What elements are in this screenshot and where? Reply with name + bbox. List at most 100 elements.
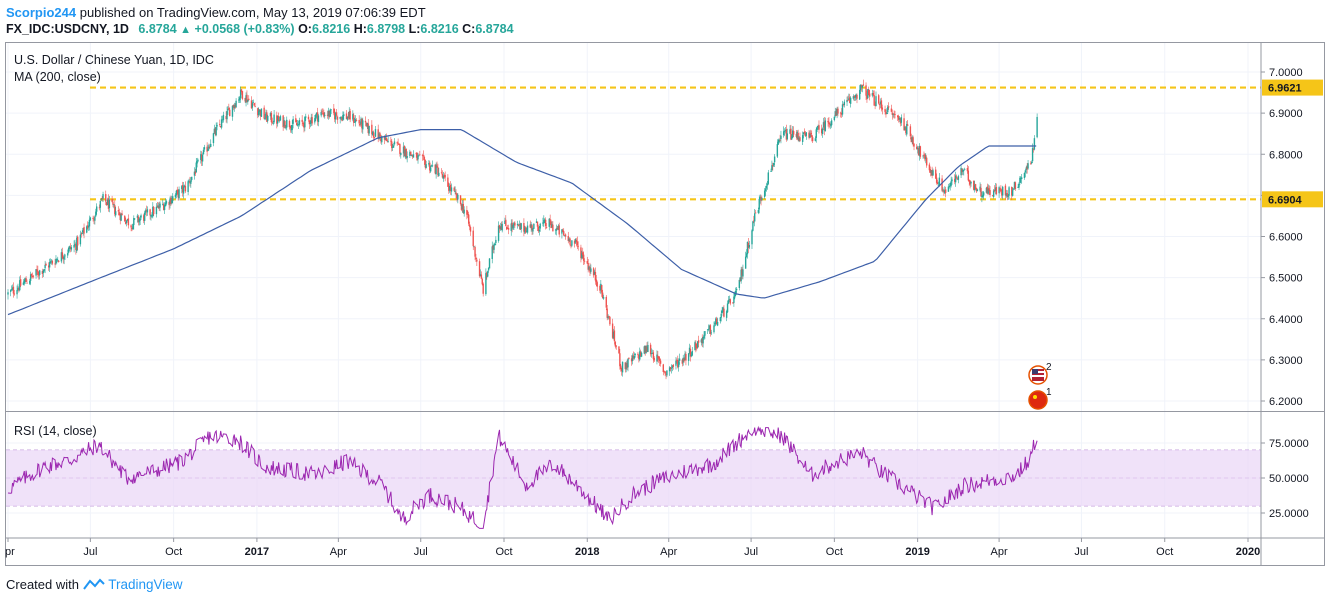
candle (38, 269, 41, 280)
author-link[interactable]: Scorpio244 (6, 5, 77, 20)
rsi-tick-label: 50.0000 (1269, 473, 1309, 485)
candle (374, 126, 377, 137)
candle-body (1008, 187, 1010, 196)
rsi-tick-label: 75.0000 (1269, 438, 1309, 450)
candle-body (918, 145, 921, 156)
candle-body (786, 133, 788, 140)
candle (614, 340, 617, 349)
candle-body (323, 112, 325, 117)
candle (570, 244, 572, 249)
candle-body (716, 321, 719, 326)
candle (304, 116, 306, 132)
candle-body (361, 118, 363, 129)
candle-body (601, 284, 603, 293)
candle (459, 195, 462, 206)
rsi-legend: RSI (14, close) (14, 424, 97, 438)
candle (980, 183, 982, 198)
candle (620, 367, 623, 376)
us-flag-icon: 2 (1028, 362, 1052, 385)
candle (200, 150, 202, 164)
candle (437, 163, 439, 178)
candle (291, 120, 293, 134)
candle-body (50, 260, 53, 262)
candle (665, 371, 667, 380)
candle (752, 220, 754, 232)
candle-body (139, 218, 141, 221)
candle (881, 104, 884, 115)
level-tag-label: 6.9621 (1268, 83, 1302, 95)
candle (105, 190, 107, 206)
candle (687, 352, 690, 366)
candle (886, 108, 888, 115)
candle-body (48, 265, 50, 268)
candle-body (42, 270, 44, 274)
candle-body (373, 137, 376, 138)
candle (297, 120, 300, 129)
candle (197, 158, 199, 163)
candle-body (57, 259, 59, 261)
candle-body (593, 271, 596, 275)
candle-body (835, 111, 837, 116)
candle (903, 113, 905, 131)
candle (79, 230, 82, 247)
candle-body (353, 122, 356, 123)
candle-body (811, 137, 814, 142)
candle-body (995, 186, 998, 195)
candle (277, 115, 279, 127)
candle-body (480, 274, 483, 279)
candle-body (837, 108, 839, 114)
candle (816, 125, 818, 133)
candle (725, 309, 728, 322)
candle-body (472, 230, 474, 247)
candle (435, 162, 437, 179)
candle-body (834, 111, 836, 116)
candle (809, 130, 811, 139)
candle (676, 358, 678, 364)
candle-body (789, 129, 791, 134)
candle (380, 134, 382, 144)
candle (620, 363, 622, 372)
candle-body (67, 253, 69, 256)
candle-body (970, 181, 972, 184)
candle-body (114, 205, 116, 215)
candle-body (1013, 181, 1016, 189)
candle (638, 354, 640, 363)
candle (545, 222, 548, 229)
candle-body (700, 339, 703, 343)
candle-body (328, 111, 331, 117)
candle (384, 134, 387, 141)
candle-body (887, 106, 890, 108)
candle-body (772, 165, 774, 166)
low-label: L: (408, 22, 421, 36)
candle (32, 274, 35, 279)
candle (856, 93, 858, 104)
candle-body (751, 230, 753, 245)
candle (875, 91, 877, 107)
candle (368, 125, 370, 137)
candle-body (524, 227, 526, 233)
candle-body (1011, 187, 1013, 196)
candle (111, 195, 113, 203)
candle (936, 179, 939, 185)
candle-body (1018, 183, 1020, 188)
candle (410, 151, 412, 156)
candle (753, 215, 755, 224)
candle-body (973, 185, 976, 191)
candle (354, 115, 357, 127)
candle-body (239, 89, 242, 99)
candle (741, 266, 743, 280)
candle-body (856, 94, 858, 99)
candle-body (950, 181, 952, 186)
candle-body (334, 113, 336, 120)
ma-legend: MA (200, close) (14, 70, 101, 84)
candle-body (728, 298, 731, 300)
candle (849, 93, 851, 104)
candle-body (531, 225, 533, 231)
tradingview-link[interactable]: TradingView (108, 577, 183, 592)
candle (782, 126, 785, 138)
candle-body (473, 246, 475, 248)
candle (200, 151, 203, 166)
candle-body (550, 221, 552, 229)
candle-body (441, 173, 444, 178)
